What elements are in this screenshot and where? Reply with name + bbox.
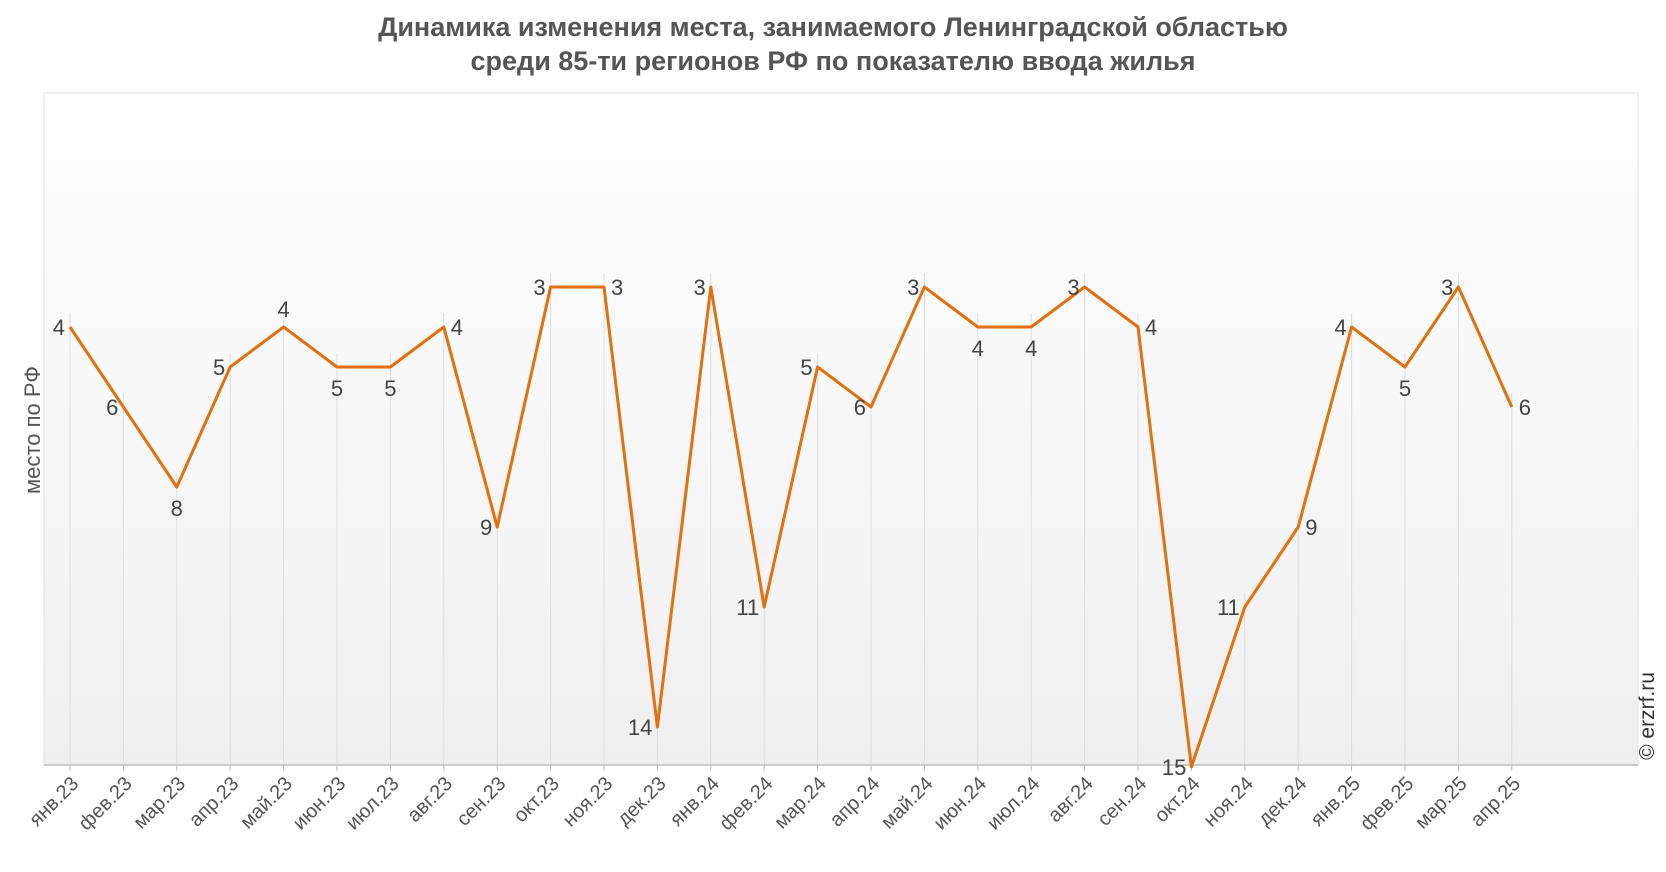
data-label: 5 xyxy=(1399,376,1411,401)
data-label: 15 xyxy=(1162,755,1186,780)
data-label: 11 xyxy=(1217,595,1240,620)
data-label: 5 xyxy=(384,376,396,401)
x-tick-label: янв.25 xyxy=(1307,773,1365,831)
x-tick-label: окт.24 xyxy=(1150,773,1204,827)
x-tick-label: янв.24 xyxy=(666,773,724,831)
data-label: 4 xyxy=(53,315,65,340)
x-tick-label: май.24 xyxy=(877,773,938,834)
data-label: 3 xyxy=(1441,275,1453,300)
x-tick-label: дек.23 xyxy=(613,773,671,831)
data-label: 4 xyxy=(451,315,463,340)
data-label: 5 xyxy=(800,355,812,380)
x-tick-label: янв.23 xyxy=(25,773,83,831)
x-tick-label: фев.25 xyxy=(1356,773,1418,835)
x-tick-label: мар.25 xyxy=(1411,773,1472,834)
data-label: 4 xyxy=(1025,336,1037,361)
x-tick-label: апр.24 xyxy=(826,773,885,832)
x-tick-label: июл.24 xyxy=(983,773,1045,835)
x-axis-ticks: янв.23фев.23мар.23апр.23май.23июн.23июл.… xyxy=(25,765,1525,835)
data-label: 4 xyxy=(1334,315,1346,340)
data-label: 3 xyxy=(533,275,545,300)
data-label: 11 xyxy=(736,595,759,620)
data-label: 14 xyxy=(628,715,652,740)
data-label: 9 xyxy=(480,515,492,540)
data-label: 9 xyxy=(1305,515,1317,540)
data-label: 3 xyxy=(1067,275,1079,300)
x-tick-label: дек.24 xyxy=(1254,773,1312,831)
data-label: 4 xyxy=(972,336,984,361)
data-label: 6 xyxy=(1519,395,1531,420)
data-label: 3 xyxy=(611,275,623,300)
data-label: 4 xyxy=(1145,315,1157,340)
credit-text: © erzrf.ru xyxy=(1636,672,1659,760)
x-tick-label: авг.23 xyxy=(403,773,457,827)
x-tick-label: мар.23 xyxy=(129,773,190,834)
x-tick-label: июн.23 xyxy=(289,773,351,835)
x-tick-label: ноя.23 xyxy=(559,773,618,832)
data-label: 8 xyxy=(171,496,183,521)
x-tick-label: ноя.24 xyxy=(1200,773,1259,832)
x-tick-label: апр.23 xyxy=(185,773,244,832)
x-tick-label: июл.23 xyxy=(342,773,404,835)
x-tick-label: фев.23 xyxy=(74,773,136,835)
x-tick-label: сен.24 xyxy=(1093,773,1151,831)
data-label: 3 xyxy=(694,275,706,300)
y-axis-label: место по РФ xyxy=(20,366,45,494)
data-label: 6 xyxy=(854,395,866,420)
data-label: 3 xyxy=(907,275,919,300)
x-tick-label: июн.24 xyxy=(930,773,992,835)
x-tick-label: апр.25 xyxy=(1466,773,1525,832)
data-label: 6 xyxy=(106,395,118,420)
data-label: 5 xyxy=(213,355,225,380)
x-tick-label: мар.24 xyxy=(770,773,831,834)
data-label: 4 xyxy=(277,297,289,322)
x-tick-label: фев.24 xyxy=(715,773,777,835)
x-tick-label: сен.23 xyxy=(452,773,510,831)
x-tick-label: окт.23 xyxy=(510,773,564,827)
x-tick-label: авг.24 xyxy=(1044,773,1098,827)
data-label: 5 xyxy=(331,376,343,401)
x-tick-label: май.23 xyxy=(236,773,297,834)
